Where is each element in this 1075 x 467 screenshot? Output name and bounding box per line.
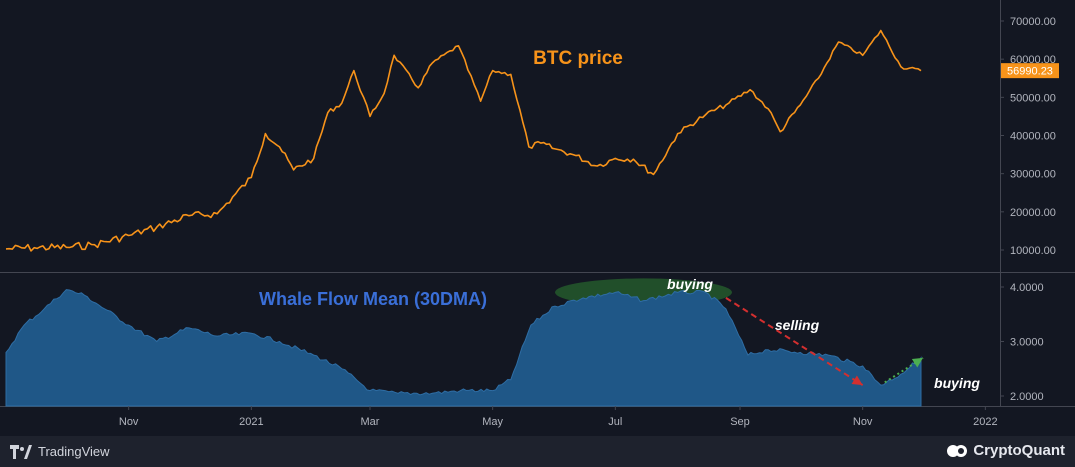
cryptoquant-brand[interactable]: CryptoQuant bbox=[947, 442, 1065, 459]
time-axis-tick-label: 2022 bbox=[973, 416, 997, 428]
tradingview-label: TradingView bbox=[38, 444, 110, 459]
price-axis-tick-label: 10000.00 bbox=[1010, 245, 1056, 257]
btc-price-pane: 10000.00 20000.00 30000.00 40000.00 50000.00… bbox=[5, 16, 1059, 257]
whale-axis-tick-label: 4.0000 bbox=[1010, 282, 1044, 294]
footer-bar: TradingView CryptoQuant bbox=[0, 436, 1075, 467]
tradingview-brand[interactable]: TradingView bbox=[10, 444, 110, 459]
time-axis-tick-label: Mar bbox=[361, 416, 380, 428]
cryptoquant-logo-icon bbox=[947, 444, 968, 457]
price-axis-tick-label: 40000.00 bbox=[1010, 131, 1056, 143]
annotation-buying-bottom: buying bbox=[934, 375, 980, 391]
price-axis-tick-label: 30000.00 bbox=[1010, 169, 1056, 181]
time-axis-tick-label: Nov bbox=[119, 416, 139, 428]
time-axis-tick-label: Jul bbox=[608, 416, 622, 428]
btc-price-title: BTC price bbox=[533, 48, 623, 69]
cryptoquant-label: CryptoQuant bbox=[973, 442, 1065, 459]
last-price-badge: 56990.23 bbox=[1001, 63, 1059, 79]
btc-price-series-line bbox=[5, 29, 922, 252]
selling-arrowhead bbox=[851, 375, 863, 386]
annotation-selling: selling bbox=[775, 317, 820, 333]
whale-axis-tick-label: 3.0000 bbox=[1010, 337, 1044, 349]
whale-flow-title: Whale Flow Mean (30DMA) bbox=[259, 289, 487, 309]
whale-axis-tick-label: 2.0000 bbox=[1010, 391, 1044, 403]
btc-price-axis: 10000.00 20000.00 30000.00 40000.00 50000.00… bbox=[1000, 16, 1056, 257]
buying-arrowhead bbox=[911, 357, 923, 368]
annotation-buying-top: buying bbox=[667, 276, 713, 292]
time-axis-tick-label: Sep bbox=[730, 416, 750, 428]
selling-arrow bbox=[725, 297, 864, 386]
whale-flow-axis: 2.0000 3.0000 4.0000 bbox=[1000, 282, 1044, 403]
time-axis-tick-label: Nov bbox=[853, 416, 873, 428]
whale-flow-pane: 2.0000 3.0000 4.0000 Whale Flow Mean (30DM… bbox=[5, 276, 1044, 407]
price-axis-tick-label: 70000.00 bbox=[1010, 16, 1056, 28]
time-axis-tick-label: May bbox=[482, 416, 503, 428]
tradingview-logo-icon bbox=[10, 444, 32, 459]
price-axis-tick-label: 50000.00 bbox=[1010, 92, 1056, 104]
price-axis-tick-label: 20000.00 bbox=[1010, 207, 1056, 219]
time-axis-tick-label: 2021 bbox=[239, 416, 263, 428]
last-price-label: 56990.23 bbox=[1007, 66, 1053, 78]
time-axis: Nov 2021 Mar May Jul Sep Nov 2022 bbox=[119, 406, 998, 428]
whale-flow-area bbox=[5, 289, 922, 407]
